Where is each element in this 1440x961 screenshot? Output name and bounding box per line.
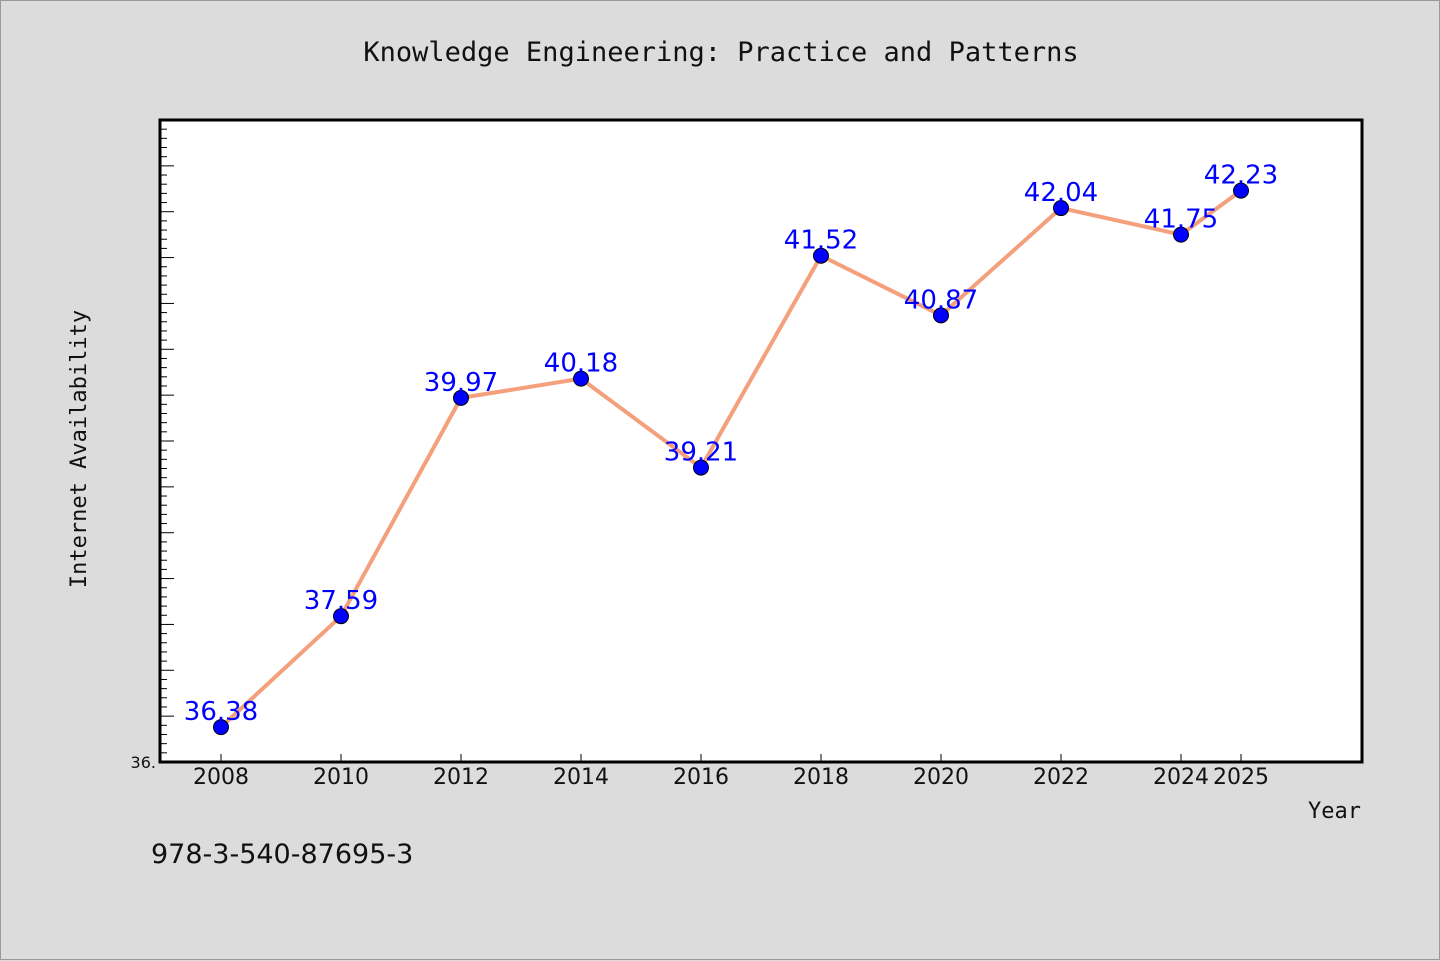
data-label: 41.75 — [1144, 205, 1218, 235]
y-axis-ticks — [160, 128, 174, 754]
data-label: 40.87 — [904, 285, 978, 315]
x-tick-label: 2016 — [673, 765, 729, 790]
data-label: 36.38 — [184, 697, 258, 727]
series-line — [219, 188, 1243, 730]
x-tick-label: 2008 — [193, 765, 249, 790]
data-label: 41.52 — [784, 226, 858, 256]
data-label: 39.97 — [424, 368, 498, 398]
data-point — [1173, 226, 1189, 243]
x-tick-label: 2018 — [793, 765, 849, 790]
data-point — [1053, 200, 1069, 217]
x-tick-label: 2024 — [1153, 765, 1209, 790]
x-axis-label: Year — [1308, 799, 1361, 824]
x-tick-label: 2020 — [913, 765, 969, 790]
x-axis-ticks: 2008 2010 2012 2014 2016 2018 2020 2022 2024 2025 — [193, 754, 1269, 790]
isbn-label: 978-3-540-87695-3 — [151, 839, 413, 870]
data-point — [573, 370, 589, 387]
plot-area — [158, 118, 1364, 764]
data-point — [453, 389, 469, 406]
x-tick-label: 2022 — [1033, 765, 1089, 790]
x-tick-label: 2025 — [1213, 765, 1269, 790]
x-tick-label: 2012 — [433, 765, 489, 790]
data-point — [1233, 182, 1249, 199]
data-labels: 36.38 37.59 39.97 40.18 39.21 41.52 40.87 42.04… — [184, 161, 1278, 728]
data-label: 42.04 — [1024, 178, 1098, 208]
data-label: 40.18 — [544, 349, 618, 379]
y-axis-label: Internet Availability — [67, 310, 92, 588]
data-point — [813, 247, 829, 264]
data-label: 39.21 — [664, 438, 738, 468]
x-tick-label: 2010 — [313, 765, 369, 790]
data-point — [213, 719, 229, 736]
series-line-group — [219, 188, 1243, 730]
data-point — [933, 307, 949, 324]
y-tick-label: 36. — [131, 753, 156, 772]
chart-title: Knowledge Engineering: Practice and Patt… — [363, 37, 1078, 68]
data-point — [333, 608, 349, 625]
data-label: 42.23 — [1204, 161, 1278, 191]
data-markers — [213, 182, 1249, 736]
x-tick-label: 2014 — [553, 765, 609, 790]
data-label: 37.59 — [304, 586, 378, 616]
data-point — [693, 459, 709, 476]
